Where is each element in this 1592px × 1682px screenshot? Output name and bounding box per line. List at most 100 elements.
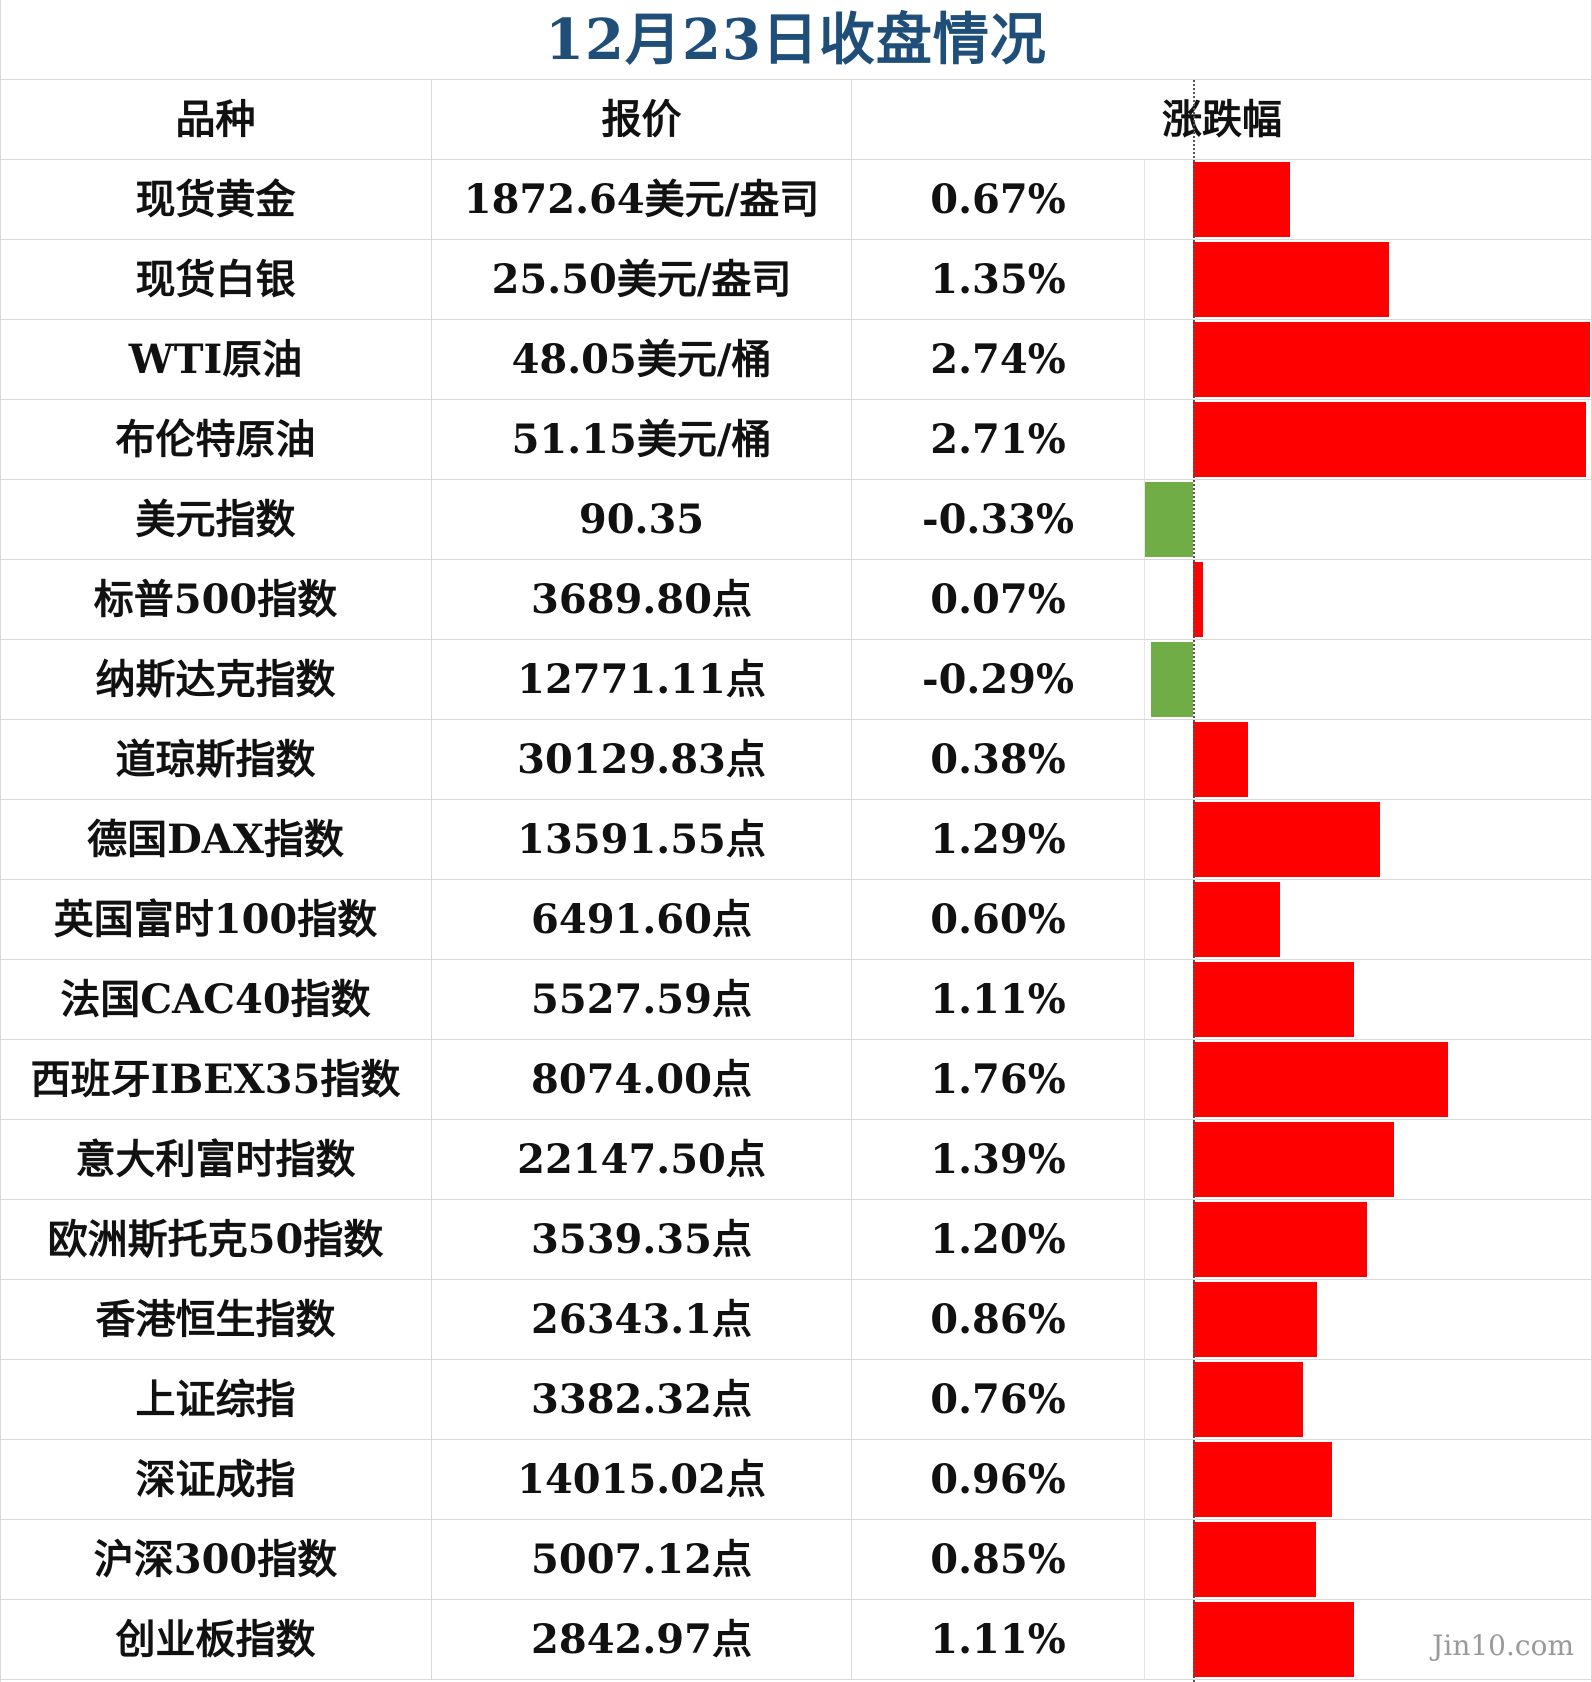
change-percent-label: 1.35% [852, 240, 1145, 319]
table-row: 香港恒生指数 26343.1点 0.86% [0, 1280, 1592, 1360]
instrument-name: 现货白银 [0, 240, 432, 319]
table-row: 意大利富时指数 22147.50点 1.39% [0, 1120, 1592, 1200]
instrument-price: 13591.55点 [432, 800, 852, 879]
instrument-price: 30129.83点 [432, 720, 852, 799]
instrument-price: 5527.59点 [432, 960, 852, 1039]
change-percent-label: 1.76% [852, 1040, 1145, 1119]
instrument-name: 英国富时100指数 [0, 880, 432, 959]
change-percent-label: 1.39% [852, 1120, 1145, 1199]
instrument-name: 上证综指 [0, 1360, 432, 1439]
bar-area [1145, 1200, 1592, 1280]
instrument-price: 51.15美元/桶 [432, 400, 852, 479]
bar-positive [1192, 1522, 1317, 1597]
table-row: 创业板指数 2842.97点 1.11% [0, 1600, 1592, 1680]
table-row: 布伦特原油 51.15美元/桶 2.71% [0, 400, 1592, 480]
instrument-name: 法国CAC40指数 [0, 960, 432, 1039]
instrument-name: 香港恒生指数 [0, 1280, 432, 1359]
bar-positive [1192, 242, 1389, 317]
instrument-price: 90.35 [432, 480, 852, 559]
instrument-price: 8074.00点 [432, 1040, 852, 1119]
change-percent-label: 0.38% [852, 720, 1145, 799]
instrument-price: 12771.11点 [432, 640, 852, 719]
change-percent-label: 0.85% [852, 1520, 1145, 1599]
instrument-name: 创业板指数 [0, 1600, 432, 1679]
instrument-price: 2842.97点 [432, 1600, 852, 1679]
bar-area [1145, 1040, 1592, 1120]
bar-positive [1192, 1202, 1367, 1277]
data-grid: 品种 报价 涨跌幅 现货黄金 1872.64美元/盎司 0.67% 现货白银 25.50… [0, 80, 1592, 1682]
instrument-name: WTI原油 [0, 320, 432, 399]
bar-positive [1192, 1442, 1332, 1517]
table-row: 德国DAX指数 13591.55点 1.29% [0, 800, 1592, 880]
instrument-name: 布伦特原油 [0, 400, 432, 479]
bar-positive [1192, 402, 1586, 477]
bar-positive [1192, 1602, 1354, 1677]
instrument-name: 沪深300指数 [0, 1520, 432, 1599]
table-row: 现货白银 25.50美元/盎司 1.35% [0, 240, 1592, 320]
bar-area [1145, 1520, 1592, 1600]
change-percent-label: 0.96% [852, 1440, 1145, 1519]
instrument-name: 纳斯达克指数 [0, 640, 432, 719]
bar-area [1145, 800, 1592, 880]
table-row: 纳斯达克指数 12771.11点 -0.29% [0, 640, 1592, 720]
bar-positive [1192, 962, 1354, 1037]
instrument-name: 德国DAX指数 [0, 800, 432, 879]
header-change: 涨跌幅 [852, 80, 1592, 159]
table-row: 道琼斯指数 30129.83点 0.38% [0, 720, 1592, 800]
change-percent-label: 0.07% [852, 560, 1145, 639]
bar-positive [1192, 722, 1248, 797]
bar-area [1145, 160, 1592, 240]
table-row: 深证成指 14015.02点 0.96% [0, 1440, 1592, 1520]
bar-area [1145, 640, 1592, 720]
instrument-name: 西班牙IBEX35指数 [0, 1040, 432, 1119]
instrument-price: 1872.64美元/盎司 [432, 160, 852, 239]
header-name: 品种 [0, 80, 432, 159]
bar-area [1145, 1600, 1592, 1680]
change-percent-label: 1.11% [852, 960, 1145, 1039]
bar-positive [1192, 1282, 1318, 1357]
table-row: 法国CAC40指数 5527.59点 1.11% [0, 960, 1592, 1040]
instrument-name: 美元指数 [0, 480, 432, 559]
bar-area [1145, 400, 1592, 480]
table-row: 美元指数 90.35 -0.33% [0, 480, 1592, 560]
bar-area [1145, 1120, 1592, 1200]
bar-positive [1192, 162, 1290, 237]
table-row: 现货黄金 1872.64美元/盎司 0.67% [0, 160, 1592, 240]
table-row: 英国富时100指数 6491.60点 0.60% [0, 880, 1592, 960]
instrument-price: 14015.02点 [432, 1440, 852, 1519]
header-row: 品种 报价 涨跌幅 [0, 80, 1592, 160]
change-percent-label: 2.74% [852, 320, 1145, 399]
header-price: 报价 [432, 80, 852, 159]
change-percent-label: 0.86% [852, 1280, 1145, 1359]
table-row: 沪深300指数 5007.12点 0.85% [0, 1520, 1592, 1600]
instrument-price: 5007.12点 [432, 1520, 852, 1599]
bar-positive [1192, 1362, 1303, 1437]
instrument-name: 意大利富时指数 [0, 1120, 432, 1199]
change-percent-label: -0.33% [852, 480, 1145, 559]
instrument-name: 现货黄金 [0, 160, 432, 239]
instrument-name: 标普500指数 [0, 560, 432, 639]
change-percent-label: 1.29% [852, 800, 1145, 879]
instrument-price: 6491.60点 [432, 880, 852, 959]
bar-area [1145, 240, 1592, 320]
watermark: Jin10.com [1432, 1629, 1574, 1662]
bar-area [1145, 1440, 1592, 1520]
change-percent-label: 0.67% [852, 160, 1145, 239]
bar-area [1145, 720, 1592, 800]
instrument-price: 22147.50点 [432, 1120, 852, 1199]
change-percent-label: 2.71% [852, 400, 1145, 479]
instrument-price: 48.05美元/桶 [432, 320, 852, 399]
instrument-price: 25.50美元/盎司 [432, 240, 852, 319]
bar-positive [1192, 1122, 1395, 1197]
bar-area [1145, 1280, 1592, 1360]
instrument-name: 道琼斯指数 [0, 720, 432, 799]
bar-positive [1192, 562, 1203, 637]
bar-negative [1150, 642, 1193, 717]
table-row: 欧洲斯托克50指数 3539.35点 1.20% [0, 1200, 1592, 1280]
left-border [0, 0, 1, 1682]
header-change-label: 涨跌幅 [1162, 96, 1282, 143]
bar-area [1145, 960, 1592, 1040]
change-percent-label: 0.76% [852, 1360, 1145, 1439]
change-percent-label: 1.11% [852, 1600, 1145, 1679]
